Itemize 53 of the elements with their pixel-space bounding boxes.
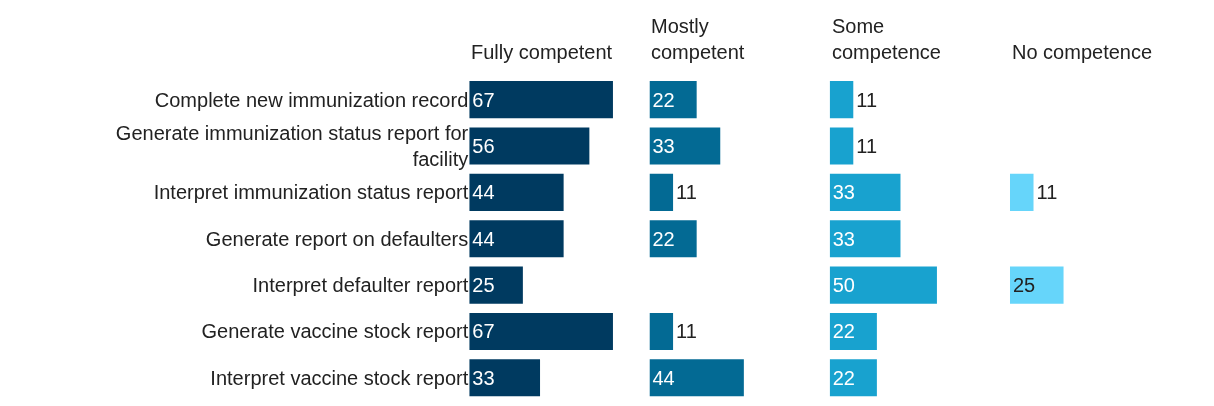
data-label: 33 xyxy=(652,135,675,158)
data-label: 67 xyxy=(472,320,495,343)
bar xyxy=(649,81,697,119)
bar xyxy=(829,266,937,304)
chart-title: Mostly competent xyxy=(651,15,745,63)
bar xyxy=(469,359,541,397)
data-label: 33 xyxy=(472,366,495,389)
bar xyxy=(469,220,564,258)
data-label: 22 xyxy=(832,320,855,343)
data-label: 25 xyxy=(1012,274,1036,297)
bar xyxy=(649,173,674,211)
data-label: 44 xyxy=(472,181,495,204)
chart-title: Some competence xyxy=(832,15,941,63)
y-tick-label: Interpret immunization status report xyxy=(153,181,469,204)
bar xyxy=(829,220,901,258)
bar xyxy=(829,359,877,397)
data-label: 11 xyxy=(856,88,878,111)
bar xyxy=(469,173,564,211)
y-tick-label: Generate report on defaulters xyxy=(205,227,469,250)
y-tick-label: Generate immunization status report for facility xyxy=(115,122,469,171)
data-label: 22 xyxy=(832,366,855,389)
y-tick-label: Complete new immunization record xyxy=(154,88,469,111)
data-label: 33 xyxy=(832,227,855,250)
data-label: 11 xyxy=(676,320,697,343)
bar xyxy=(649,312,674,350)
bar xyxy=(829,312,877,350)
data-label: 67 xyxy=(472,88,495,111)
data-label: 22 xyxy=(652,88,675,111)
bar xyxy=(649,127,721,165)
data-label: 25 xyxy=(472,274,495,297)
bar xyxy=(829,81,854,119)
bar xyxy=(829,173,901,211)
y-tick-label: Interpret vaccine stock report xyxy=(210,366,469,389)
bar xyxy=(649,220,697,258)
y-tick-label: Interpret defaulter report xyxy=(252,274,469,297)
data-label: 44 xyxy=(472,227,495,250)
data-label: 22 xyxy=(652,227,675,250)
bar xyxy=(469,266,523,304)
bar xyxy=(469,312,613,350)
data-label: 11 xyxy=(856,135,878,158)
data-label: 11 xyxy=(1036,181,1058,204)
data-label: 11 xyxy=(676,181,697,204)
bar xyxy=(469,81,613,119)
chart-title: No competence xyxy=(1012,41,1153,63)
data-label: 44 xyxy=(652,366,675,389)
y-tick-label: Generate vaccine stock report xyxy=(201,320,469,343)
data-label: 56 xyxy=(472,135,495,158)
bar xyxy=(469,127,590,165)
bar xyxy=(649,359,744,397)
data-label: 50 xyxy=(832,274,855,297)
data-label: 33 xyxy=(832,181,855,204)
bar xyxy=(829,127,854,165)
chart-title: Fully competent xyxy=(471,41,613,63)
